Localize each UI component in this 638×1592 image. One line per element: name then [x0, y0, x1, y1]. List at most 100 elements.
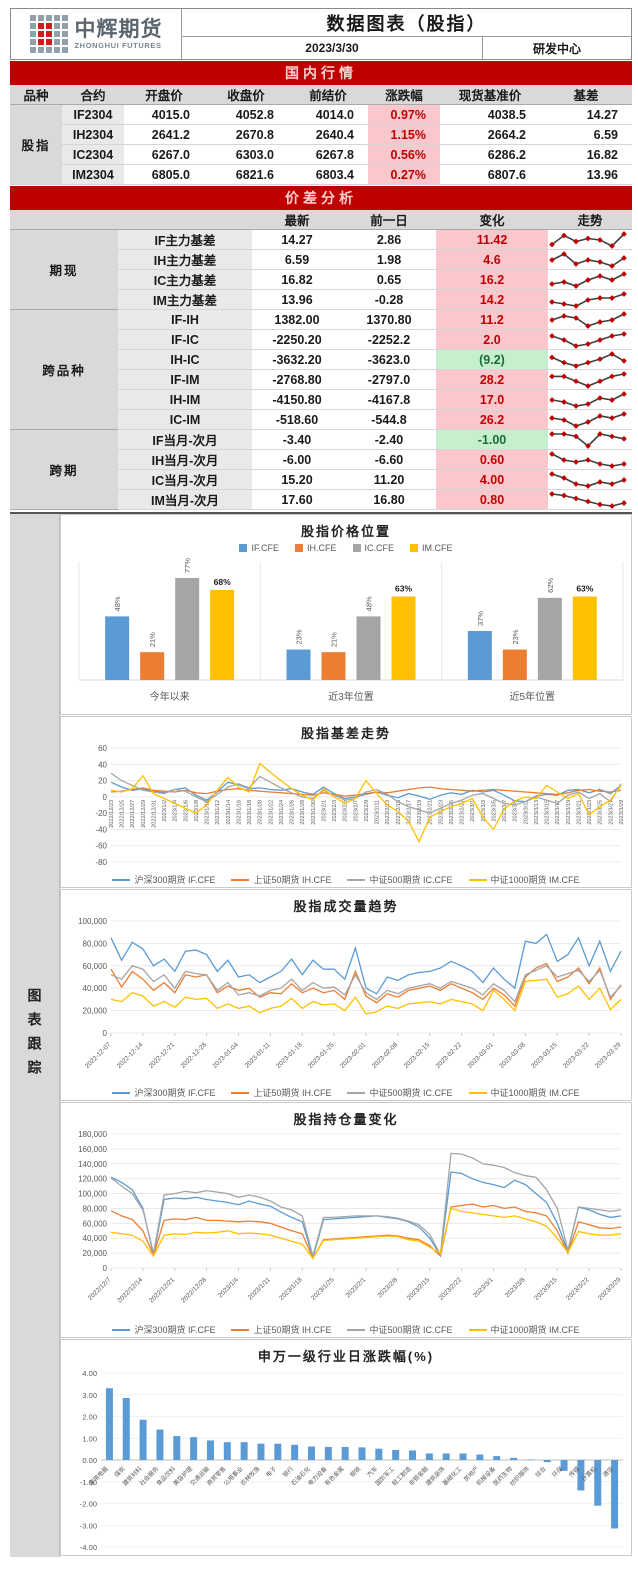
basis-trend-chart-canvas: 60 40 20 0 -20 -40 -60 -80 2022/12/23 2022/12/25 2… [95, 744, 625, 867]
svg-text:60: 60 [98, 744, 107, 753]
legend-item: 沪深300期货 IF.CFE [112, 1323, 215, 1336]
svg-text:-1.00: -1.00 [80, 1478, 97, 1487]
sparkline [549, 410, 627, 429]
cell-basis: 14.27 [540, 104, 632, 125]
cell-change: (9.2) [436, 349, 548, 370]
cell-change: -1.00 [436, 429, 548, 450]
svg-text:2023-03-15: 2023-03-15 [530, 1041, 559, 1070]
cell-change: 14.2 [436, 289, 548, 310]
sidebar-label: 图表跟踪 [26, 987, 43, 1084]
cell-change: 2.0 [436, 329, 548, 350]
svg-text:2023/3/25: 2023/3/25 [598, 800, 604, 825]
cell-open: 6805.0 [124, 164, 204, 185]
cell-spot: 6286.2 [440, 144, 540, 165]
svg-text:2023/2/11: 2023/2/11 [375, 800, 381, 824]
industry-change-chart-canvas: 4.00 3.00 2.00 1.00 0.00 -1.00 -2.00 -3.00 -4.00… [80, 1369, 623, 1552]
department-label: 研发中心 [532, 41, 581, 56]
svg-text:2023-03-01: 2023-03-01 [466, 1041, 495, 1070]
svg-text:银行: 银行 [281, 1465, 295, 1479]
cell-sparkline [548, 489, 632, 510]
svg-text:2023/3/15: 2023/3/15 [533, 1276, 559, 1302]
legend-label: IH.CFE [306, 543, 337, 553]
svg-text:今年以来: 今年以来 [150, 690, 190, 703]
legend-item: 中证500期货 IC.CFE [347, 1086, 453, 1099]
spread-row-IC主力基差: IC主力基差 16.82 0.65 16.2 [10, 269, 632, 290]
market-row-IF2304: 股指 IF2304 4015.0 4052.8 4014.0 0.97% 4038.5 14.… [10, 104, 632, 185]
legend-swatch [112, 1091, 131, 1094]
legend-item: 上证50期货 IH.CFE [231, 873, 331, 886]
svg-text:2023/2/15: 2023/2/15 [406, 1276, 432, 1302]
cell-sparkline [548, 429, 632, 450]
cell-sparkline [548, 469, 632, 490]
cell-name: IH-IM [118, 389, 252, 410]
cell-name: IH主力基差 [118, 249, 252, 270]
sparkline [549, 450, 627, 469]
svg-text:综合: 综合 [533, 1465, 547, 1479]
cell-change: 26.2 [436, 409, 548, 430]
company-name: 中辉期货 [74, 17, 163, 41]
svg-text:2022/12/7: 2022/12/7 [87, 1276, 113, 1302]
legend-item: 中证1000期货 IM.CFE [468, 1323, 580, 1336]
svg-text:2023-03-08: 2023-03-08 [498, 1041, 527, 1070]
chart-panel-open-interest: 股指持仓量变化 180,000 160,000 140,000 120,000 100,… [60, 1102, 632, 1338]
spread-row-IF-IM: IF-IM -2768.80 -2797.0 28.2 [10, 369, 632, 390]
legend-label: 中证500期货 IC.CFE [369, 1088, 453, 1098]
sparkline [549, 250, 627, 269]
svg-text:2022/12/27: 2022/12/27 [130, 800, 136, 828]
svg-text:2023/3/27: 2023/3/27 [608, 800, 614, 825]
col-basis: 基差 [540, 85, 632, 105]
svg-text:-4.00: -4.00 [80, 1543, 97, 1552]
cell-latest: -2250.20 [252, 329, 342, 350]
svg-text:2023/3/9: 2023/3/9 [513, 800, 519, 822]
svg-text:2023/2/13: 2023/2/13 [385, 800, 391, 825]
svg-text:2023/2/7: 2023/2/7 [353, 800, 359, 822]
svg-text:100,000: 100,000 [78, 917, 107, 926]
svg-text:2023/1/30: 2023/1/30 [311, 800, 317, 825]
spread-row-IH-IM: IH-IM -4150.80 -4167.8 17.0 [10, 389, 632, 410]
svg-text:-60: -60 [95, 842, 107, 851]
col-close: 收盘价 [204, 85, 288, 105]
svg-text:2023/1/4: 2023/1/4 [173, 800, 179, 822]
svg-text:2023/3/15: 2023/3/15 [545, 800, 551, 825]
cell-name: IF-IC [118, 329, 252, 350]
svg-text:2022/12/23: 2022/12/23 [109, 800, 115, 828]
svg-text:2022/12/29: 2022/12/29 [141, 800, 147, 828]
svg-text:-20: -20 [95, 809, 107, 818]
svg-text:2023-02-22: 2023-02-22 [435, 1041, 464, 1070]
legend-label: 中证500期货 IC.CFE [369, 875, 453, 885]
svg-text:钢铁: 钢铁 [348, 1465, 362, 1479]
svg-text:2023/2/8: 2023/2/8 [376, 1276, 399, 1299]
svg-text:家用电器: 家用电器 [87, 1465, 110, 1488]
svg-text:2023/2/3: 2023/2/3 [332, 800, 338, 822]
col-change: 变化 [436, 210, 548, 230]
volume-trend-chart-canvas: 100,000 80,000 60,000 40,000 20,000 0 2022-12-… [78, 917, 623, 1070]
legend-label: 中证1000期货 IM.CFE [490, 1325, 580, 1335]
legend-label: 上证50期货 IH.CFE [253, 875, 332, 885]
cell-prev-settle: 6803.4 [288, 164, 368, 185]
legend-item: 上证50期货 IH.CFE [231, 1086, 331, 1099]
cell-close: 6821.6 [204, 164, 288, 185]
market-table: 品种 合约 开盘价 收盘价 前结价 涨跌幅 现货基准价 基差 股指 IF2304 4… [10, 85, 632, 185]
col-empty-2 [118, 210, 252, 230]
cell-sparkline [548, 369, 632, 390]
svg-text:2023/1/14: 2023/1/14 [226, 800, 232, 825]
chart-title-basis-trend: 股指基差走势 [300, 726, 391, 741]
legend-label: 中证500期货 IC.CFE [369, 1325, 453, 1335]
svg-text:80,000: 80,000 [83, 939, 108, 948]
cell-contract: IF2304 [62, 104, 124, 125]
legend-label: 中证1000期货 IM.CFE [490, 1088, 580, 1098]
legend-swatch [347, 1091, 366, 1094]
cell-latest: 16.82 [252, 269, 342, 290]
legend-item: 沪深300期货 IF.CFE [112, 1086, 215, 1099]
svg-text:2023/3/7: 2023/3/7 [502, 800, 508, 822]
svg-text:0: 0 [103, 793, 108, 802]
svg-text:电子: 电子 [264, 1465, 278, 1479]
svg-text:2023/3/17: 2023/3/17 [555, 800, 561, 825]
cell-latest: 14.27 [252, 229, 342, 250]
svg-text:2023/3/29: 2023/3/29 [597, 1276, 623, 1302]
cell-contract: IC2304 [62, 144, 124, 165]
svg-text:近3年位置: 近3年位置 [328, 690, 374, 703]
cell-latest: -6.00 [252, 449, 342, 470]
svg-text:-3.00: -3.00 [80, 1521, 97, 1530]
cell-change: 4.00 [436, 469, 548, 490]
